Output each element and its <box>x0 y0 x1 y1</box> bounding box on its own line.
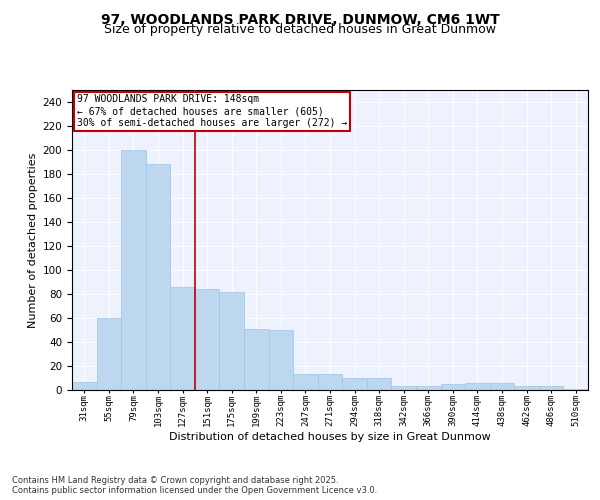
Bar <box>121 150 146 390</box>
Text: Size of property relative to detached houses in Great Dunmow: Size of property relative to detached ho… <box>104 22 496 36</box>
Bar <box>514 386 539 390</box>
Y-axis label: Number of detached properties: Number of detached properties <box>28 152 38 328</box>
Bar <box>170 287 195 390</box>
Bar <box>490 383 514 390</box>
Bar <box>195 289 220 390</box>
Bar <box>563 389 588 390</box>
Bar <box>440 384 465 390</box>
Bar <box>391 386 416 390</box>
Bar <box>342 378 367 390</box>
Text: 97, WOODLANDS PARK DRIVE, DUNMOW, CM6 1WT: 97, WOODLANDS PARK DRIVE, DUNMOW, CM6 1W… <box>101 12 499 26</box>
Bar <box>367 378 391 390</box>
X-axis label: Distribution of detached houses by size in Great Dunmow: Distribution of detached houses by size … <box>169 432 491 442</box>
Bar <box>318 374 342 390</box>
Bar <box>97 318 121 390</box>
Text: Contains HM Land Registry data © Crown copyright and database right 2025.
Contai: Contains HM Land Registry data © Crown c… <box>12 476 377 495</box>
Bar <box>465 383 490 390</box>
Bar <box>269 330 293 390</box>
Bar <box>539 386 563 390</box>
Bar <box>220 292 244 390</box>
Text: 97 WOODLANDS PARK DRIVE: 148sqm
← 67% of detached houses are smaller (605)
30% o: 97 WOODLANDS PARK DRIVE: 148sqm ← 67% of… <box>77 94 347 128</box>
Bar <box>244 329 269 390</box>
Bar <box>293 374 318 390</box>
Bar <box>416 386 440 390</box>
Bar <box>72 382 97 390</box>
Bar <box>146 164 170 390</box>
